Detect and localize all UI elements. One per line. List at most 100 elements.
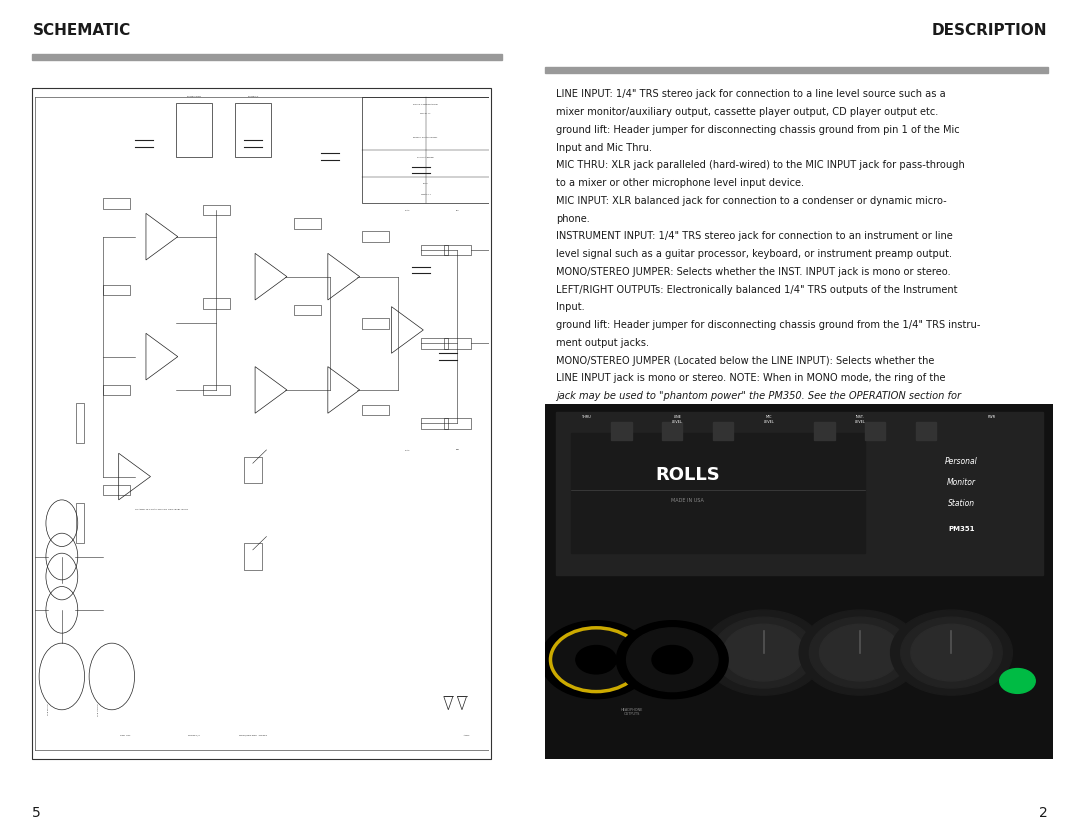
- Text: 5: 5: [32, 806, 41, 820]
- Text: HEADPHONE
OUTPUTS: HEADPHONE OUTPUTS: [621, 708, 643, 716]
- Text: XLR JACK M: XLR JACK M: [97, 703, 99, 716]
- Text: ground lift: Header jumper for disconnecting chassis ground from pin 1 of the Mi: ground lift: Header jumper for disconnec…: [556, 125, 960, 135]
- Bar: [865, 422, 886, 440]
- Bar: [234, 103, 271, 157]
- Text: phone.: phone.: [556, 214, 590, 224]
- Text: ROLLS: ROLLS: [656, 466, 720, 485]
- Text: 84107: 84107: [422, 183, 429, 184]
- Text: LINE
LEVEL: LINE LEVEL: [672, 415, 683, 424]
- Circle shape: [1000, 669, 1036, 693]
- Circle shape: [551, 628, 642, 691]
- Bar: [103, 198, 130, 208]
- Text: Personal Monitor PM350s: Personal Monitor PM350s: [414, 137, 437, 138]
- Bar: [916, 422, 936, 440]
- Text: MONO/STEREO JUMPER (Located below the LINE INPUT): Selects whether the: MONO/STEREO JUMPER (Located below the LI…: [556, 355, 934, 365]
- Bar: [421, 338, 448, 349]
- Text: SCHEMATIC: SCHEMATIC: [32, 23, 131, 38]
- Bar: [421, 418, 448, 429]
- Circle shape: [891, 610, 1012, 696]
- Text: VBIAS: VBIAS: [405, 209, 410, 211]
- Text: Monitor: Monitor: [947, 478, 976, 487]
- Circle shape: [713, 617, 814, 688]
- Circle shape: [576, 646, 617, 674]
- Circle shape: [703, 610, 825, 696]
- Text: 2: 2: [1039, 806, 1048, 820]
- Bar: [545, 67, 1048, 73]
- Text: CHANGE 1K 1%s to 47K FOR LINE LEVEL INPUT: CHANGE 1K 1%s to 47K FOR LINE LEVEL INPU…: [135, 509, 188, 510]
- Text: Personal: Personal: [945, 457, 978, 465]
- Bar: [176, 103, 212, 157]
- Bar: [32, 54, 502, 60]
- Text: MADE IN USA: MADE IN USA: [671, 498, 704, 503]
- Text: MONO/STEREO JUMPER: Selects whether the INST. INPUT jack is mono or stereo.: MONO/STEREO JUMPER: Selects whether the …: [556, 267, 951, 277]
- Text: PWR: PWR: [988, 415, 996, 420]
- Text: VCC: VCC: [456, 209, 459, 210]
- Text: level signal such as a guitar processor, keyboard, or instrument preamp output.: level signal such as a guitar processor,…: [556, 249, 953, 259]
- Text: DESCRIPTION: DESCRIPTION: [932, 23, 1048, 38]
- Circle shape: [617, 620, 728, 699]
- Circle shape: [626, 628, 718, 691]
- Text: ROLLS CORPORATION: ROLLS CORPORATION: [414, 103, 437, 104]
- Bar: [103, 485, 130, 495]
- Text: PHONE 1/4: PHONE 1/4: [247, 95, 258, 97]
- Bar: [244, 456, 262, 483]
- Text: THRU: THRU: [581, 415, 591, 420]
- Bar: [77, 404, 83, 443]
- Text: LINE INPUT jack is mono or stereo. NOTE: When in MONO mode, the ring of the: LINE INPUT jack is mono or stereo. NOTE:…: [556, 374, 946, 384]
- Bar: [244, 543, 262, 570]
- Circle shape: [809, 617, 910, 688]
- Text: MIC INPUT: XLR balanced jack for connection to a condenser or dynamic micro-: MIC INPUT: XLR balanced jack for connect…: [556, 196, 947, 206]
- Bar: [362, 318, 389, 329]
- Bar: [203, 384, 230, 395]
- Circle shape: [910, 624, 993, 681]
- Bar: [294, 304, 321, 315]
- Bar: [570, 433, 865, 554]
- Text: Input and Mic Thru.: Input and Mic Thru.: [556, 143, 652, 153]
- Text: LEFT/RIGHT OUTPUTs: Electronically balanced 1/4" TRS outputs of the Instrument: LEFT/RIGHT OUTPUTs: Electronically balan…: [556, 284, 958, 294]
- Bar: [32, 88, 491, 759]
- Text: Document Number: Document Number: [417, 157, 434, 158]
- Text: MIC THRU: XLR jack paralleled (hard-wired) to the MIC INPUT jack for pass-throug: MIC THRU: XLR jack paralleled (hard-wire…: [556, 160, 964, 170]
- Bar: [203, 204, 230, 215]
- Circle shape: [652, 646, 692, 674]
- Bar: [444, 244, 471, 255]
- Text: Murray, UT: Murray, UT: [420, 113, 431, 114]
- Circle shape: [901, 617, 1002, 688]
- Circle shape: [540, 620, 652, 699]
- Text: Station: Station: [948, 500, 975, 508]
- Text: PHONE 3.5MM: PHONE 3.5MM: [187, 96, 201, 97]
- Text: PHONE 1/4: PHONE 1/4: [188, 735, 200, 736]
- Bar: [555, 411, 1043, 575]
- Text: Input.: Input.: [556, 303, 585, 313]
- Text: ment output jacks.: ment output jacks.: [556, 338, 649, 348]
- Text: mixer monitor/auxiliary output, cassette player output, CD player output etc.: mixer monitor/auxiliary output, cassette…: [556, 107, 939, 117]
- Bar: [103, 384, 130, 395]
- Text: MONO/REM PWR   STEREO: MONO/REM PWR STEREO: [239, 735, 267, 736]
- Text: LINE INPUT: 1/4" TRS stereo jack for connection to a line level source such as a: LINE INPUT: 1/4" TRS stereo jack for con…: [556, 89, 946, 99]
- Text: ground lift: Header jumper for disconnecting chassis ground from the 1/4" TRS in: ground lift: Header jumper for disconnec…: [556, 320, 981, 330]
- Text: Sheet 1 of 1: Sheet 1 of 1: [421, 193, 431, 194]
- Bar: [444, 338, 471, 349]
- Text: PM351: PM351: [948, 525, 975, 531]
- Text: PM350s.sch: PM350s.sch: [420, 167, 431, 168]
- Circle shape: [799, 610, 921, 696]
- Bar: [421, 244, 448, 255]
- Bar: [362, 231, 389, 242]
- Bar: [444, 418, 471, 429]
- Bar: [294, 218, 321, 229]
- Text: to a mixer or other microphone level input device.: to a mixer or other microphone level inp…: [556, 178, 805, 188]
- Bar: [362, 97, 489, 203]
- Text: MIC
LEVEL: MIC LEVEL: [764, 415, 774, 424]
- Circle shape: [820, 624, 901, 681]
- Bar: [611, 422, 632, 440]
- Text: INSTRUMENT INPUT: 1/4" TRS stereo jack for connection to an instrument or line: INSTRUMENT INPUT: 1/4" TRS stereo jack f…: [556, 231, 953, 241]
- Bar: [713, 422, 733, 440]
- Bar: [814, 422, 835, 440]
- Bar: [662, 422, 683, 440]
- Bar: [103, 284, 130, 295]
- Circle shape: [724, 624, 805, 681]
- Bar: [77, 503, 83, 543]
- Text: jack may be used to "phantom power" the PM350. See the OPERATION section for: jack may be used to "phantom power" the …: [556, 391, 961, 401]
- Bar: [362, 404, 389, 415]
- Text: INST.
LEVEL: INST. LEVEL: [854, 415, 865, 424]
